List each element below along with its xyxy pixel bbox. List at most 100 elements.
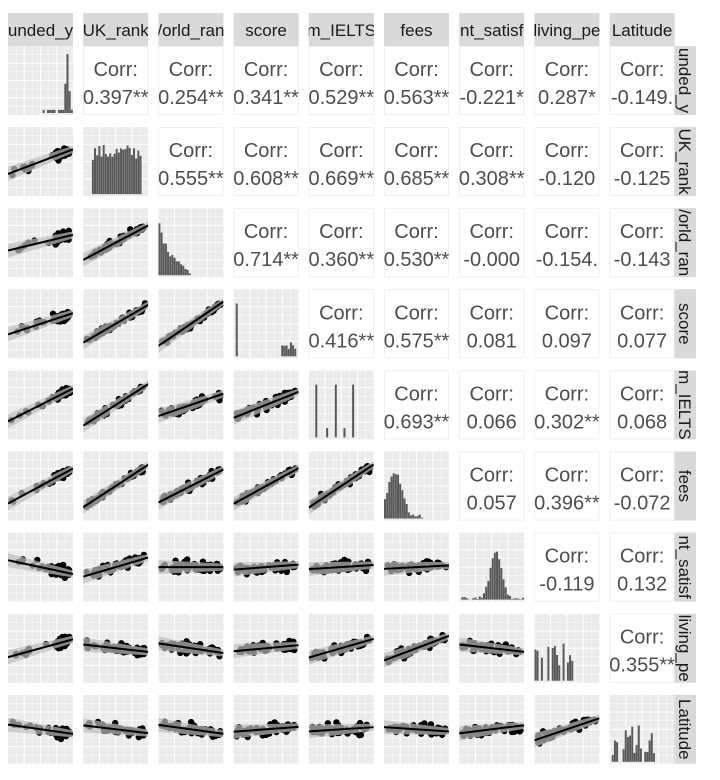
histogram-bar bbox=[105, 154, 107, 194]
histogram-bar bbox=[92, 160, 94, 194]
histogram-bar bbox=[408, 512, 410, 518]
column-strip: nt_satisf bbox=[459, 13, 524, 46]
histogram-bar bbox=[509, 596, 511, 600]
correlation-panel: Corr:-0.125 bbox=[610, 127, 675, 196]
histogram-bar bbox=[461, 597, 463, 599]
corr-label: Corr: bbox=[319, 59, 363, 81]
histogram-bar bbox=[477, 599, 479, 600]
histogram-bar bbox=[401, 490, 403, 518]
correlation-panel: Corr:0.397** bbox=[83, 46, 149, 115]
corr-value: 0.608** bbox=[233, 168, 299, 190]
histogram-bar bbox=[182, 266, 184, 276]
histogram-panel bbox=[309, 370, 374, 439]
corr-value: 0.097 bbox=[542, 330, 592, 352]
corr-value: 0.077 bbox=[617, 330, 667, 352]
column-strip: Latitude bbox=[610, 13, 675, 46]
histogram-bar bbox=[496, 552, 498, 600]
column-label: unded_y bbox=[8, 21, 74, 40]
histogram-bar bbox=[131, 155, 133, 194]
histogram-bar bbox=[552, 648, 554, 681]
scatter-panel bbox=[83, 695, 148, 764]
histogram-bar bbox=[111, 157, 113, 194]
histogram-bar bbox=[636, 745, 638, 762]
corr-label: Corr: bbox=[394, 302, 438, 324]
corr-label: Corr: bbox=[394, 221, 438, 243]
correlation-panel: Corr:0.097 bbox=[534, 289, 599, 358]
corr-value: -0.072 bbox=[614, 493, 671, 515]
histogram-panel bbox=[610, 695, 675, 764]
histogram-bar bbox=[178, 261, 180, 275]
histogram-bar bbox=[103, 145, 105, 194]
histogram-bar bbox=[124, 149, 126, 194]
histogram-bar bbox=[481, 598, 483, 600]
scatter-panel bbox=[8, 533, 73, 602]
corr-value: -0.119 bbox=[539, 574, 594, 596]
histogram-bar bbox=[649, 740, 651, 761]
corr-label: Corr: bbox=[469, 59, 513, 81]
corr-value: 0.068 bbox=[617, 411, 667, 433]
column-label: UK_rank bbox=[83, 21, 150, 40]
row-label: nt_satisf bbox=[675, 535, 694, 599]
scatter-panel bbox=[8, 370, 73, 439]
correlation-panel: Corr: -0.154. bbox=[534, 208, 599, 277]
histogram-bar bbox=[498, 559, 500, 599]
histogram-bar bbox=[511, 599, 513, 600]
histogram-bar bbox=[71, 110, 73, 113]
scatter-panel bbox=[83, 533, 148, 602]
histogram-bar bbox=[163, 243, 165, 275]
row-label: unded_y bbox=[675, 48, 694, 114]
corr-value: 0.287* bbox=[538, 87, 596, 109]
scatter-panel bbox=[83, 208, 148, 277]
histogram-bar bbox=[490, 568, 492, 600]
histogram-bar bbox=[174, 258, 176, 275]
histogram-bar bbox=[406, 504, 408, 519]
histogram-bar bbox=[646, 752, 648, 762]
corr-label: Corr: bbox=[319, 140, 363, 162]
histogram-bar bbox=[189, 273, 191, 275]
corr-value: 0.066 bbox=[467, 411, 517, 433]
histogram-bar bbox=[503, 579, 505, 599]
histogram-bar bbox=[612, 755, 614, 762]
corr-label: Corr: bbox=[469, 465, 513, 487]
corr-value: 0.693** bbox=[384, 411, 450, 433]
corr-label: Corr: bbox=[545, 465, 589, 487]
data-point bbox=[58, 736, 64, 742]
histogram-bar bbox=[571, 661, 573, 681]
histogram-bar bbox=[129, 148, 131, 194]
correlation-panel: Corr:0.530** bbox=[384, 208, 450, 277]
scatter-panel bbox=[83, 452, 148, 521]
column-label: nt_satisf bbox=[460, 21, 524, 40]
histogram-bar bbox=[522, 598, 524, 600]
histogram-bar bbox=[507, 595, 509, 600]
row-strips: unded_yUK_rank/orld_ranscorem_IELTSfeesn… bbox=[674, 46, 696, 764]
corr-value: 0.685** bbox=[384, 168, 450, 190]
histogram-bar bbox=[187, 270, 189, 275]
histogram-bar bbox=[236, 304, 238, 357]
correlation-panel: Corr:-0.072 bbox=[610, 452, 675, 521]
scatter-panel bbox=[534, 695, 599, 764]
histogram-bar bbox=[404, 498, 406, 518]
histogram-bar bbox=[421, 518, 423, 519]
histogram-bar bbox=[633, 753, 635, 762]
histogram-bar bbox=[140, 156, 142, 194]
scatter-panel bbox=[233, 695, 298, 764]
panels: Corr:0.397**Corr:0.254**Corr:0.341**Corr… bbox=[8, 46, 675, 764]
histogram-panel bbox=[234, 289, 299, 358]
scatter-panel bbox=[309, 452, 374, 521]
histogram-bar bbox=[98, 146, 100, 194]
correlation-panel: Corr:-0.120 bbox=[534, 127, 599, 196]
column-strip: score bbox=[234, 13, 299, 46]
histogram-bar bbox=[466, 598, 468, 600]
scatter-panel bbox=[83, 370, 148, 439]
column-strip: fees bbox=[384, 13, 449, 46]
corr-value: 0.397** bbox=[83, 87, 149, 109]
histogram-bar bbox=[485, 587, 487, 600]
histogram-bar bbox=[137, 151, 139, 194]
histogram-bar bbox=[62, 110, 64, 113]
scatter-panel bbox=[459, 695, 524, 764]
histogram-bar bbox=[335, 385, 337, 438]
corr-label: Corr: bbox=[620, 221, 664, 243]
histogram-bar bbox=[534, 649, 536, 680]
histogram-bar bbox=[165, 244, 167, 276]
histogram-bar bbox=[118, 153, 120, 195]
